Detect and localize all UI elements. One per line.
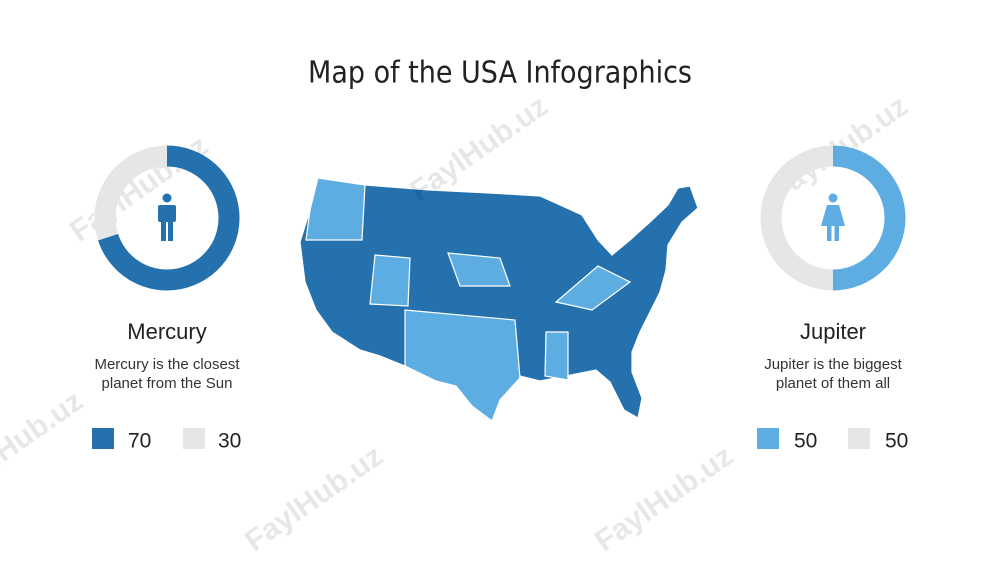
panel-description: Mercury is the closest xyxy=(94,356,240,373)
usa-map xyxy=(299,177,699,422)
state-kentucky xyxy=(554,265,632,311)
donut-segment xyxy=(98,145,240,291)
panel-name: Mercury xyxy=(127,319,206,344)
donut-segment xyxy=(760,145,834,291)
map-outline xyxy=(299,177,699,422)
legend-swatch xyxy=(848,428,870,449)
state-texas-oklahoma xyxy=(404,309,521,422)
panel-description: Jupiter is the biggest xyxy=(764,356,902,373)
panel-name: Jupiter xyxy=(800,319,866,344)
state-nebraska xyxy=(447,252,511,287)
male-icon xyxy=(158,193,176,241)
legend-value: 70 xyxy=(128,430,151,453)
female-icon xyxy=(821,193,845,241)
state-washington xyxy=(305,177,366,241)
legend-value: 30 xyxy=(218,430,241,453)
legend-value: 50 xyxy=(885,430,908,453)
legend-swatch xyxy=(757,428,779,449)
state-mississippi xyxy=(544,331,569,381)
panel-description: planet of them all xyxy=(776,375,890,392)
state-utah xyxy=(369,254,411,307)
donut-segment xyxy=(832,145,906,291)
title: Map of the USA Infographics xyxy=(308,56,692,91)
donut-segment xyxy=(94,145,168,241)
legend-value: 50 xyxy=(794,430,817,453)
legend-swatch xyxy=(92,428,114,449)
legend-swatch xyxy=(183,428,205,449)
panel-description: planet from the Sun xyxy=(102,375,233,392)
